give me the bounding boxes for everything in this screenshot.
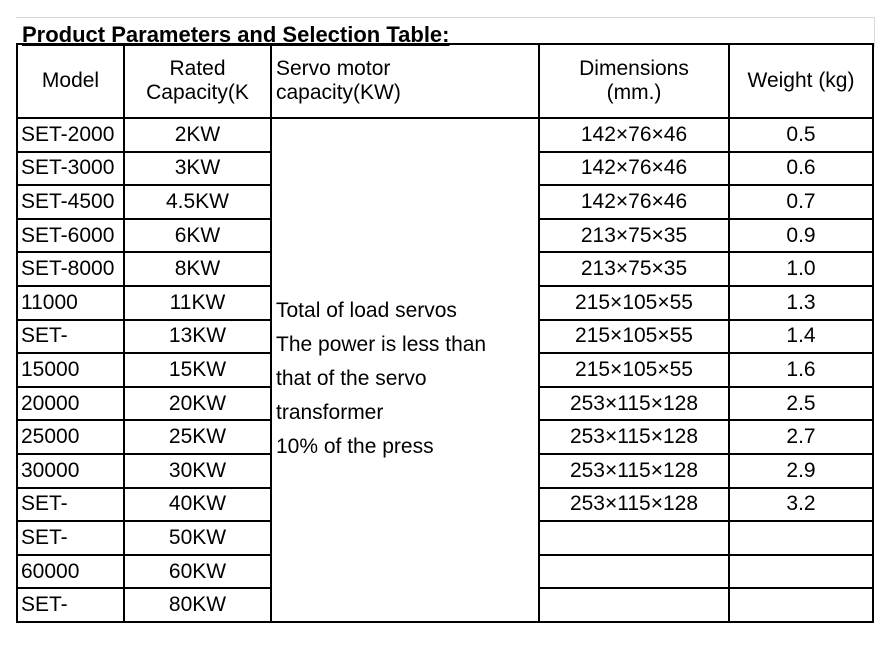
table-row: SET-3000 3KW 142×76×46 0.6	[16, 150, 874, 187]
servo-note-line: The power is less than	[276, 333, 487, 356]
model-cell: 30000	[16, 452, 125, 489]
table-row: 20000 20KW 253×115×128 2.5	[16, 385, 874, 422]
table-row: SET-4500 4.5KW 142×76×46 0.7	[16, 184, 874, 220]
table-row: 60000 60KW	[16, 553, 874, 590]
dimensions-cell: 253×115×128	[538, 385, 730, 422]
weight-cell: 1.3	[728, 284, 874, 321]
rated-capacity-cell: 15KW	[123, 352, 272, 388]
model-cell: SET-3000	[16, 150, 125, 187]
parameters-table: Model Rated Capacity(K Servo motor capac…	[16, 43, 874, 623]
model-cell: SET-2000	[16, 117, 125, 153]
model-cell: 60000	[16, 553, 125, 590]
page-title: Product Parameters and Selection Table:	[22, 22, 450, 47]
table-row: SET-6000 6KW 213×75×35 0.9	[16, 217, 874, 254]
dimensions-cell	[538, 587, 730, 623]
dimensions-cell: 215×105×55	[538, 352, 730, 388]
servo-note-line: transformer	[276, 401, 384, 424]
rated-capacity-cell: 3KW	[123, 150, 272, 187]
rated-capacity-cell: 11KW	[123, 284, 272, 321]
model-cell: SET-	[16, 587, 125, 623]
header-dimensions: Dimensions (mm.)	[538, 43, 730, 119]
dimensions-cell: 142×76×46	[538, 150, 730, 187]
model-cell: SET-6000	[16, 217, 125, 254]
model-cell: SET-	[16, 486, 125, 523]
header-model: Model	[16, 43, 125, 119]
header-rated-line2: Capacity(K	[146, 81, 249, 104]
model-cell: SET-4500	[16, 184, 125, 220]
model-cell: SET-	[16, 318, 125, 355]
dimensions-cell: 215×105×55	[538, 318, 730, 355]
dimensions-cell: 142×76×46	[538, 184, 730, 220]
table-row: SET- 13KW 215×105×55 1.4	[16, 318, 874, 355]
weight-cell: 2.5	[728, 385, 874, 422]
weight-cell	[728, 520, 874, 556]
header-dims-line1: Dimensions	[579, 57, 689, 80]
weight-cell: 2.7	[728, 419, 874, 455]
model-cell: 15000	[16, 352, 125, 388]
header-weight: Weight (kg)	[728, 43, 874, 119]
top-border-line	[16, 17, 874, 18]
rated-capacity-cell: 30KW	[123, 452, 272, 489]
servo-capacity-note-cell: Total of load servos The power is less th…	[270, 117, 540, 623]
weight-cell	[728, 553, 874, 590]
dimensions-cell: 253×115×128	[538, 486, 730, 523]
table-row: SET-8000 8KW 213×75×35 1.0	[16, 251, 874, 287]
model-cell: SET-8000	[16, 251, 125, 287]
table-row: 11000 11KW 215×105×55 1.3	[16, 284, 874, 321]
rated-capacity-cell: 25KW	[123, 419, 272, 455]
weight-cell: 1.6	[728, 352, 874, 388]
rated-capacity-cell: 20KW	[123, 385, 272, 422]
dimensions-cell	[538, 553, 730, 590]
servo-note-line: Total of load servos	[276, 299, 457, 322]
rated-capacity-cell: 4.5KW	[123, 184, 272, 220]
rated-capacity-cell: 6KW	[123, 217, 272, 254]
dimensions-cell: 213×75×35	[538, 251, 730, 287]
rated-capacity-cell: 80KW	[123, 587, 272, 623]
dimensions-cell: 142×76×46	[538, 117, 730, 153]
table-row: SET- 50KW	[16, 520, 874, 556]
table-header-row: Model Rated Capacity(K Servo motor capac…	[16, 43, 874, 119]
dimensions-cell: 215×105×55	[538, 284, 730, 321]
weight-cell: 0.5	[728, 117, 874, 153]
weight-cell: 0.7	[728, 184, 874, 220]
weight-cell: 1.0	[728, 251, 874, 287]
servo-note-line: that of the servo	[276, 367, 427, 390]
rated-capacity-cell: 40KW	[123, 486, 272, 523]
header-dims-line2: (mm.)	[606, 81, 662, 104]
weight-cell: 0.6	[728, 150, 874, 187]
weight-cell: 1.4	[728, 318, 874, 355]
rated-capacity-cell: 2KW	[123, 117, 272, 153]
table-row: 30000 30KW 253×115×128 2.9	[16, 452, 874, 489]
table-row: SET- 80KW	[16, 587, 874, 623]
model-cell: 25000	[16, 419, 125, 455]
right-border-line	[874, 17, 875, 47]
dimensions-cell	[538, 520, 730, 556]
header-rated-line1: Rated	[169, 57, 226, 80]
model-cell: 11000	[16, 284, 125, 321]
weight-cell: 0.9	[728, 217, 874, 254]
rated-capacity-cell: 50KW	[123, 520, 272, 556]
header-servo-line1: Servo motor	[276, 57, 391, 80]
weight-cell	[728, 587, 874, 623]
table-row: 25000 25KW 253×115×128 2.7	[16, 419, 874, 455]
header-rated-capacity: Rated Capacity(K	[123, 43, 272, 119]
rated-capacity-cell: 8KW	[123, 251, 272, 287]
model-cell: 20000	[16, 385, 125, 422]
rated-capacity-cell: 60KW	[123, 553, 272, 590]
weight-cell: 3.2	[728, 486, 874, 523]
header-servo-line2: capacity(KW)	[276, 81, 401, 104]
table-row: SET-2000 2KW Total of load servos The power…	[16, 117, 874, 623]
dimensions-cell: 253×115×128	[538, 452, 730, 489]
dimensions-cell: 253×115×128	[538, 419, 730, 455]
table-row: 15000 15KW 215×105×55 1.6	[16, 352, 874, 388]
servo-note-line: 10% of the press	[276, 435, 434, 458]
weight-cell: 2.9	[728, 452, 874, 489]
header-servo-capacity: Servo motor capacity(KW)	[270, 43, 540, 119]
dimensions-cell: 213×75×35	[538, 217, 730, 254]
model-cell: SET-	[16, 520, 125, 556]
table-row: SET- 40KW 253×115×128 3.2	[16, 486, 874, 523]
rated-capacity-cell: 13KW	[123, 318, 272, 355]
